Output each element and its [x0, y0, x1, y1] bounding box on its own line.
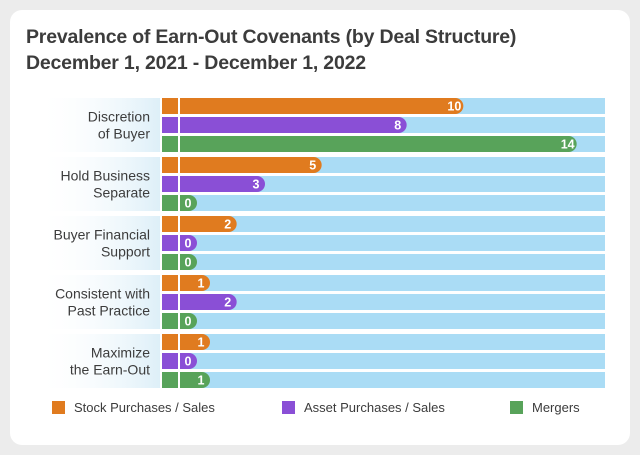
bar — [180, 117, 407, 133]
bar — [180, 98, 464, 114]
bar — [180, 254, 197, 270]
legend-label-mergers: Mergers — [532, 400, 580, 415]
category-label: Hold Business — [61, 168, 151, 184]
category-label-panel — [36, 157, 160, 211]
series-swatch — [162, 334, 178, 350]
bar-track — [180, 176, 605, 192]
bar-track — [180, 294, 605, 310]
chart-title: Prevalence of Earn-Out Covenants (by Dea… — [26, 26, 517, 48]
bar-value-label: 1 — [198, 336, 205, 350]
bar — [180, 216, 237, 232]
bar — [180, 294, 237, 310]
category-label: Support — [101, 244, 150, 260]
bar — [180, 195, 197, 211]
bar-track — [180, 353, 605, 369]
bar-track — [180, 254, 605, 270]
series-swatch — [162, 275, 178, 291]
series-swatch — [162, 254, 178, 270]
series-swatch — [162, 294, 178, 310]
series-swatch — [162, 313, 178, 329]
bar-value-label: 1 — [198, 374, 205, 388]
category-label-panel — [36, 216, 160, 270]
category-label-panel — [36, 275, 160, 329]
bar-track — [180, 235, 605, 251]
bar — [180, 157, 322, 173]
bar — [180, 353, 197, 369]
chart-subtitle: December 1, 2021 - December 1, 2022 — [26, 52, 366, 74]
category-label-panel — [36, 98, 160, 152]
series-swatch — [162, 98, 178, 114]
category-label-panel — [36, 334, 160, 388]
bar-track — [180, 195, 605, 211]
bar-value-label: 10 — [447, 100, 461, 114]
chart-title-block: Prevalence of Earn-Out Covenants (by Dea… — [26, 24, 516, 76]
bar-value-label: 14 — [561, 138, 575, 152]
bar-track — [180, 216, 605, 232]
bar-value-label: 0 — [185, 197, 192, 211]
category-label: Maximize — [91, 345, 150, 361]
series-swatch — [162, 216, 178, 232]
bar — [180, 313, 197, 329]
bar — [180, 275, 210, 291]
legend-label-asset: Asset Purchases / Sales — [304, 400, 445, 415]
bar-track — [180, 275, 605, 291]
category-label: Consistent with — [55, 286, 150, 302]
category-label: Past Practice — [68, 303, 151, 319]
bar — [180, 334, 210, 350]
bar — [180, 372, 210, 388]
category-label: Separate — [93, 185, 150, 201]
legend-label-stock: Stock Purchases / Sales — [74, 400, 215, 415]
bar-value-label: 1 — [198, 277, 205, 291]
bar-value-label: 3 — [253, 178, 260, 192]
bar-value-label: 5 — [309, 159, 316, 173]
bar-value-label: 2 — [224, 296, 231, 310]
series-swatch — [162, 136, 178, 152]
bar-value-label: 2 — [224, 218, 231, 232]
legend-item-mergers: Mergers — [510, 400, 580, 415]
category-label: the Earn-Out — [70, 362, 150, 378]
legend-item-asset: Asset Purchases / Sales — [282, 400, 445, 415]
series-swatch — [162, 157, 178, 173]
bar-value-label: 0 — [185, 315, 192, 329]
bar — [180, 235, 197, 251]
category-label: Discretion — [88, 109, 150, 125]
series-swatch — [162, 117, 178, 133]
series-swatch — [162, 195, 178, 211]
legend-item-stock: Stock Purchases / Sales — [52, 400, 215, 415]
bar-value-label: 8 — [394, 119, 401, 133]
series-swatch — [162, 372, 178, 388]
bar-value-label: 0 — [185, 237, 192, 251]
bar — [180, 136, 577, 152]
bar-track — [180, 313, 605, 329]
series-swatch — [162, 235, 178, 251]
bar-value-label: 0 — [185, 355, 192, 369]
legend-swatch-asset — [282, 401, 295, 414]
series-swatch — [162, 176, 178, 192]
bar — [180, 176, 265, 192]
category-label: Buyer Financial — [54, 227, 151, 243]
bar-track — [180, 334, 605, 350]
legend-swatch-mergers — [510, 401, 523, 414]
bar-value-label: 0 — [185, 256, 192, 270]
legend-swatch-stock — [52, 401, 65, 414]
bar-track — [180, 372, 605, 388]
category-label: of Buyer — [98, 126, 150, 142]
series-swatch — [162, 353, 178, 369]
